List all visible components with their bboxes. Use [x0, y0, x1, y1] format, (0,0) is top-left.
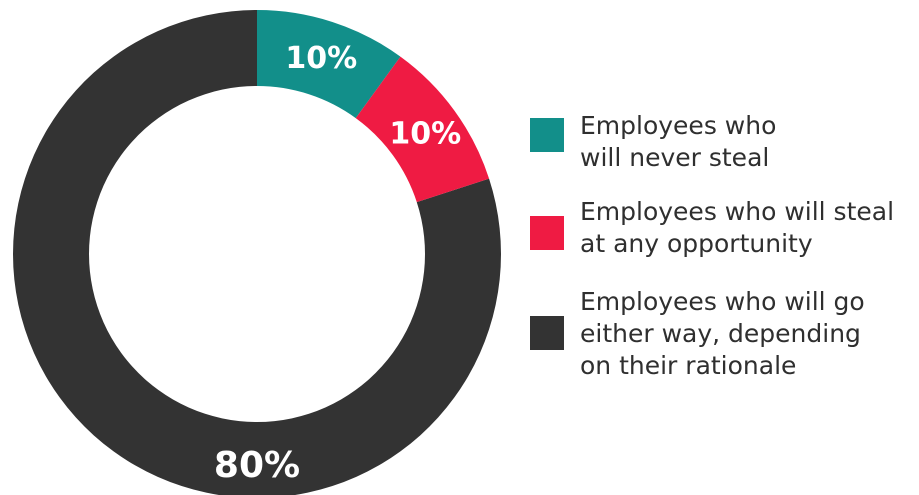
legend-label-steal-any-opportunity: Employees who will steal at any opportun…	[580, 197, 895, 258]
donut-data-label-2: 10%	[389, 117, 461, 152]
donut-data-labels: 80% 10% 10%	[214, 41, 461, 486]
donut-slice-1	[257, 10, 401, 119]
donut-data-label-0: 80%	[214, 445, 300, 486]
legend-swatch-never-steal	[530, 118, 564, 152]
donut-data-label-1: 10%	[285, 41, 357, 76]
donut-slice-0	[13, 10, 501, 495]
legend-swatch-either-way	[530, 316, 564, 350]
legend-label-either-way: Employees who will go either way, depend…	[580, 287, 865, 380]
legend-swatch-steal-any-opportunity	[530, 216, 564, 250]
donut-slices	[13, 10, 501, 495]
legend-label-never-steal: Employees who will never steal	[580, 111, 777, 172]
donut-slice-2	[355, 56, 490, 203]
